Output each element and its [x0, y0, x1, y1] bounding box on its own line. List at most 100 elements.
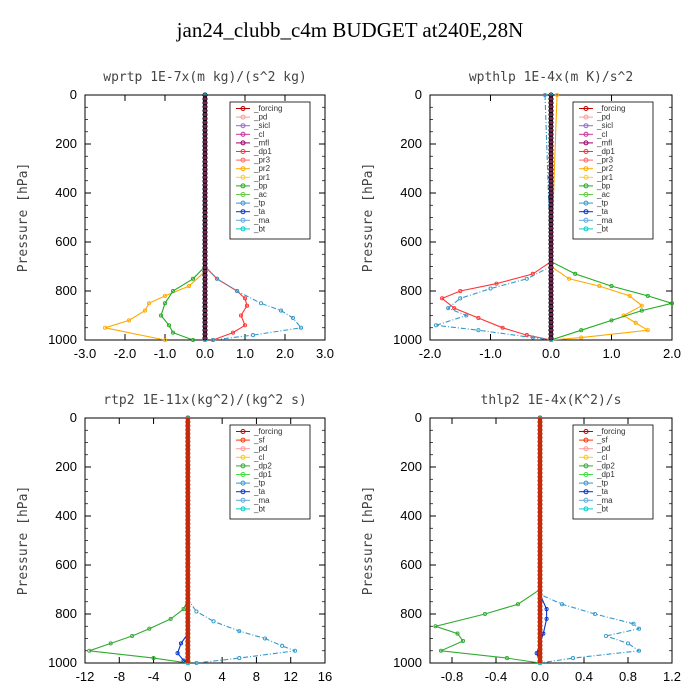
legend-entry: _ma — [596, 496, 613, 505]
data-point — [645, 328, 650, 333]
zero-stack-marker — [548, 315, 554, 321]
data-point — [452, 306, 457, 311]
data-point — [530, 335, 535, 340]
zero-stack-marker — [537, 623, 543, 629]
zero-stack-marker — [185, 435, 191, 441]
zero-stack-marker — [202, 143, 208, 149]
data-point — [238, 313, 244, 318]
data-point — [190, 276, 196, 281]
y-tick-label: 800 — [400, 283, 422, 298]
x-tick-label: 2.0 — [663, 346, 681, 361]
legend-entry: _forcing — [596, 104, 625, 113]
x-tick-label: -4 — [148, 669, 160, 684]
legend-entry: _pr1 — [253, 173, 271, 182]
zero-stack-marker — [548, 151, 554, 157]
zero-stack-marker — [202, 92, 208, 98]
legend-entry: _mfl — [596, 138, 612, 147]
zero-stack-marker — [537, 595, 543, 601]
legend-swatch-marker — [583, 472, 589, 477]
data-point — [433, 624, 438, 629]
data-point — [230, 330, 236, 335]
data-point — [544, 607, 549, 612]
data-point — [147, 626, 152, 631]
zero-stack-marker — [185, 529, 191, 535]
data-point — [237, 629, 242, 634]
zero-stack-marker — [548, 194, 554, 200]
zero-stack-marker — [185, 564, 191, 570]
series-line-tp — [204, 95, 303, 341]
zero-stack-marker — [185, 517, 191, 523]
zero-stack-marker — [548, 213, 554, 220]
zero-stack-marker — [537, 509, 543, 515]
zero-stack-marker — [185, 631, 191, 637]
zero-stack-marker — [548, 123, 554, 129]
data-point — [142, 308, 148, 313]
legend-swatch-marker — [240, 157, 246, 163]
legend-entry: _bt — [596, 504, 609, 513]
data-point — [178, 641, 184, 646]
y-tick-label: 1000 — [48, 655, 77, 670]
legend-entry: _bt — [253, 224, 266, 233]
zero-stack-marker — [202, 174, 208, 180]
zero-stack-marker — [537, 446, 543, 452]
zero-stack-marker — [185, 576, 191, 582]
y-tick-label: 400 — [400, 508, 422, 523]
zero-stack-marker — [202, 115, 208, 122]
x-tick-label: -3.0 — [74, 346, 96, 361]
zero-stack-marker — [202, 104, 208, 110]
data-point — [579, 335, 584, 340]
data-point — [458, 296, 463, 301]
data-point — [242, 323, 248, 328]
y-tick-label: 600 — [55, 234, 77, 249]
zero-stack-marker — [548, 229, 554, 235]
legend-swatch-marker — [240, 454, 246, 460]
zero-stack-marker — [185, 638, 191, 644]
y-axis-label: Pressure [hPa] — [361, 163, 376, 273]
legend-entry: _pr3 — [596, 156, 614, 165]
legend-swatch-marker — [240, 209, 246, 215]
legend-swatch-marker — [240, 140, 246, 146]
zero-stack-marker — [537, 540, 543, 546]
zero-stack-marker — [185, 587, 191, 594]
legend-swatch-marker — [240, 489, 246, 495]
zero-stack-marker — [202, 335, 208, 341]
zero-stack-marker — [548, 115, 554, 122]
zero-stack-marker — [548, 268, 554, 274]
chart-title: rtp2 1E-11x(kg^2)/(kg^2 s) — [103, 393, 307, 408]
legend-box — [572, 424, 654, 520]
zero-stack-marker — [185, 599, 191, 605]
data-point — [627, 293, 632, 298]
zero-stack-marker — [548, 166, 554, 173]
y-tick-label: 400 — [400, 185, 422, 200]
legend-swatch-marker — [240, 200, 246, 206]
zero-stack-marker — [185, 634, 191, 641]
data-point — [214, 276, 220, 281]
zero-stack-marker — [537, 474, 543, 480]
x-tick-label: -2.0 — [419, 346, 441, 361]
zero-stack-marker — [548, 241, 554, 247]
zero-stack-marker — [202, 264, 208, 271]
zero-stack-marker — [537, 544, 543, 550]
legend-swatch-marker — [583, 149, 589, 154]
series-line-dp2 — [89, 418, 189, 664]
zero-stack-marker — [202, 311, 208, 318]
legend-swatch-marker — [583, 131, 589, 137]
zero-stack-marker — [537, 466, 543, 472]
zero-stack-marker — [537, 427, 543, 433]
data-point — [636, 626, 642, 631]
zero-stack-marker — [548, 300, 554, 306]
x-tick-label: 12 — [283, 669, 297, 684]
zero-stack-marker — [202, 202, 208, 208]
zero-stack-marker — [185, 427, 191, 433]
x-tick-label: 0.0 — [531, 669, 549, 684]
data-point — [500, 325, 505, 330]
zero-stack-marker — [548, 221, 554, 227]
legend-entry: _pd — [253, 113, 267, 122]
zero-stack-marker — [537, 615, 543, 621]
legend-entry: _ta — [596, 487, 609, 496]
zero-stack-marker — [537, 470, 543, 476]
legend-swatch-marker — [583, 489, 589, 495]
x-tick-label: 0.0 — [196, 346, 214, 361]
data-point — [438, 648, 444, 653]
legend-entry: _pr2 — [253, 164, 271, 173]
